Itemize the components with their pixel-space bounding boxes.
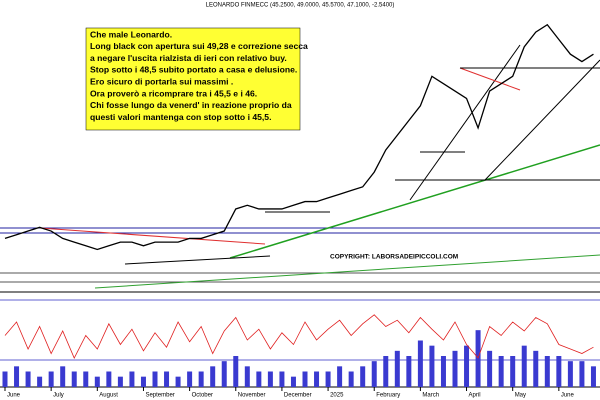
volume-bar [325, 371, 331, 387]
x-tick-label: June [7, 393, 21, 399]
copyright: COPYRIGHT: LABORSADEIPICCOLI.COM [330, 254, 458, 261]
volume-bar [417, 340, 423, 387]
trend-line [459, 67, 521, 91]
volume-bar [394, 350, 400, 387]
x-tick-label: 2025 [330, 393, 344, 399]
volume-bar [567, 361, 573, 387]
volume-bar [464, 345, 470, 387]
volume-bar [175, 376, 181, 387]
annotation-line: a negare l'uscita rialzista di ieri con … [90, 53, 287, 63]
volume-bar [556, 356, 562, 387]
x-tick-label: December [284, 393, 312, 399]
x-tick-label: April [469, 393, 481, 399]
trend-line [39, 227, 266, 245]
volume-bar [302, 371, 308, 387]
volume-bar [440, 356, 446, 387]
volume-bar [360, 366, 366, 387]
trend-line [409, 44, 521, 201]
annotation-line: Ora proverò a ricomprare tra i 45,5 e i … [90, 88, 257, 98]
volume-bar [71, 371, 77, 387]
annotation-line: Chi fosse lungo da venerd' in reazione p… [90, 100, 292, 110]
volume-bar [429, 345, 435, 387]
volume-bar [140, 376, 146, 387]
volume-bar [164, 371, 170, 387]
volume-bar [37, 376, 43, 387]
volume-bar [25, 371, 31, 387]
x-tick-label: May [515, 393, 526, 399]
trend-line [484, 59, 600, 181]
volume-bar [279, 371, 285, 387]
volume-bar [452, 350, 458, 387]
volume-bar [210, 366, 216, 387]
volume-bar [14, 366, 20, 387]
x-tick-label: September [145, 393, 174, 399]
volume-bar [221, 361, 227, 387]
volume-bar [406, 356, 412, 387]
volume-bar [348, 371, 354, 387]
volume-bar [521, 345, 527, 387]
volume-bar [498, 356, 504, 387]
annotation-line: Che male Leonardo. [90, 29, 172, 39]
volume-bar [533, 350, 539, 387]
trend-line [229, 144, 600, 259]
volume-bar [337, 366, 343, 387]
volume-bar [117, 376, 123, 387]
volume-bar [198, 371, 204, 387]
price-line [4, 23, 594, 251]
volume-bar [383, 356, 389, 387]
x-tick-label: July [53, 393, 64, 399]
rsi-line [4, 314, 594, 359]
volume-bar [487, 350, 493, 387]
volume-bar [544, 356, 550, 387]
volume-bar [256, 371, 262, 387]
annotation-line: questi valori mantenga con stop sotto i … [90, 112, 271, 122]
volume-bar [106, 371, 112, 387]
volume-bar [94, 376, 100, 387]
volume-bar [187, 371, 193, 387]
volume-bar [60, 366, 66, 387]
trend-line [94, 254, 600, 289]
x-tick-label: February [376, 393, 400, 399]
volume-bar [83, 371, 89, 387]
x-tick-label: November [238, 393, 266, 399]
x-tick-label: August [99, 393, 118, 399]
volume-bar [233, 356, 239, 387]
annotation-line: Stop sotto i 48,5 subito portato a casa … [90, 65, 297, 75]
x-tick-label: March [422, 393, 439, 399]
volume-bar [290, 376, 296, 387]
volume-bar [590, 366, 596, 387]
annotation-box [85, 27, 301, 131]
volume-bar [579, 361, 585, 387]
chart-title: LEONARDO FINMECC (45.2500, 49.0000, 45.5… [206, 3, 395, 9]
volume-bar [129, 371, 135, 387]
volume-bar [152, 371, 158, 387]
volume-bar [267, 371, 273, 387]
volume-bar [371, 361, 377, 387]
volume-bar [314, 371, 320, 387]
volume-bar [510, 356, 516, 387]
volume-bar [2, 371, 8, 387]
annotation-line: Ero sicuro di portarla sui massimi . [90, 76, 233, 86]
x-tick-label: June [561, 393, 575, 399]
volume-bar [244, 366, 250, 387]
annotation-line: Long black con apertura sui 49,28 e corr… [90, 41, 308, 51]
annotation: Che male Leonardo. Long black con apertur… [90, 29, 308, 122]
volume-bar [48, 371, 54, 387]
trend-line [124, 255, 271, 265]
x-tick-label: October [192, 393, 213, 399]
